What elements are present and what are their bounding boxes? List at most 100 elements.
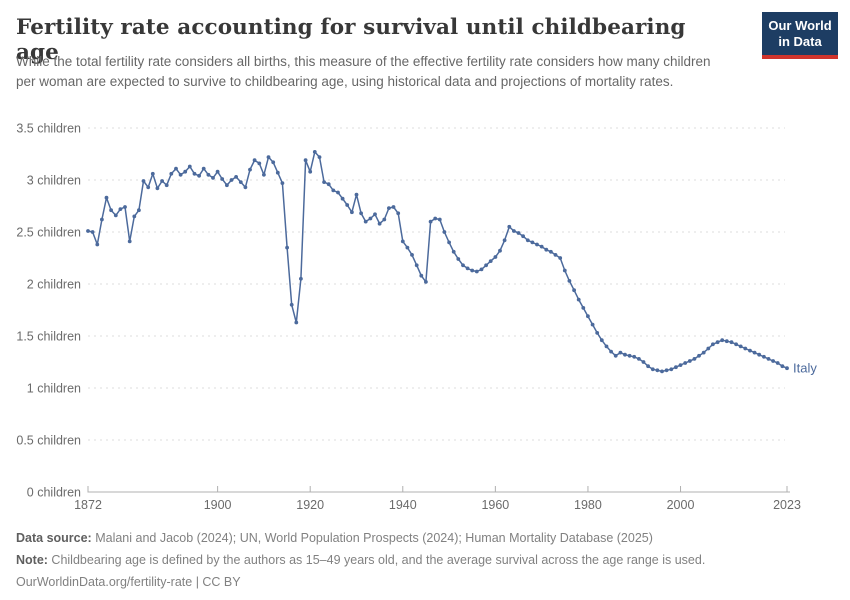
data-point <box>525 238 530 243</box>
data-point <box>192 171 197 176</box>
data-point <box>757 352 762 357</box>
y-tick-label: 0.5 children <box>16 434 81 448</box>
data-point <box>414 263 419 268</box>
tick-labels-group: 0 children 0.5 children 1 children 1.5 chil… <box>16 122 801 513</box>
data-point <box>766 357 771 361</box>
data-point <box>169 171 174 176</box>
data-point <box>289 302 294 307</box>
data-point <box>211 176 215 180</box>
data-point <box>646 364 650 369</box>
x-tick-label: 1900 <box>204 498 232 512</box>
data-source-label: Data source: <box>16 531 92 545</box>
owid-logo: Our World in Data <box>762 12 838 59</box>
x-tick-label: 1872 <box>74 498 102 512</box>
chart-subtitle: While the total fertility rate considers… <box>16 54 711 89</box>
data-point <box>308 169 313 174</box>
owid-logo-line1: Our World <box>768 18 832 33</box>
data-point <box>715 340 720 345</box>
owid-logo-line2: in Data <box>778 34 822 49</box>
data-point <box>567 279 572 283</box>
data-point <box>687 359 692 363</box>
data-point <box>95 242 100 247</box>
data-point <box>530 240 535 245</box>
data-point <box>660 369 664 374</box>
y-tick-label: 3 children <box>27 174 81 188</box>
data-point <box>299 276 303 281</box>
data-point <box>234 175 239 179</box>
data-point <box>86 229 90 233</box>
data-point <box>428 219 433 224</box>
data-point <box>752 350 757 355</box>
data-point <box>627 353 632 358</box>
data-point <box>785 366 789 371</box>
data-point <box>141 179 146 183</box>
data-point <box>400 239 405 244</box>
data-point <box>419 273 424 278</box>
data-point <box>618 350 623 355</box>
x-tick-label: 1980 <box>574 498 602 512</box>
data-point <box>100 217 104 222</box>
data-point <box>650 367 655 372</box>
data-point <box>771 359 775 363</box>
data-point <box>197 173 202 178</box>
data-point <box>493 255 498 259</box>
entity-label: Italy <box>793 361 817 376</box>
data-point <box>225 183 229 188</box>
data-point <box>252 158 257 163</box>
gridlines-group <box>88 127 785 441</box>
data-point <box>599 338 604 343</box>
x-tick-label: 2023 <box>773 498 801 512</box>
data-point <box>312 150 317 154</box>
data-point <box>326 182 331 187</box>
data-point <box>123 205 127 209</box>
data-point <box>762 354 766 359</box>
y-tick-label: 1.5 children <box>16 330 81 344</box>
data-point <box>539 244 544 249</box>
data-point <box>317 155 322 160</box>
data-point <box>488 259 493 263</box>
data-point <box>220 177 225 181</box>
data-point <box>150 171 155 176</box>
data-point <box>410 253 414 257</box>
data-point <box>187 164 192 169</box>
data-point <box>377 221 382 226</box>
data-point <box>442 230 447 234</box>
y-tick-label: 3.5 children <box>16 122 81 136</box>
data-point <box>516 231 521 235</box>
data-point <box>604 344 609 349</box>
data-point <box>280 181 285 186</box>
data-point <box>303 158 308 163</box>
data-point <box>678 363 683 367</box>
data-point <box>183 169 188 174</box>
data-point <box>285 245 289 250</box>
data-point <box>215 169 220 174</box>
data-point <box>775 361 780 365</box>
chart-footer: Data source: Malani and Jacob (2024); UN… <box>16 527 836 593</box>
data-point <box>391 205 396 209</box>
x-tick-label: 1940 <box>389 498 417 512</box>
data-point <box>178 172 183 177</box>
data-point <box>729 340 734 345</box>
data-point <box>405 245 410 250</box>
data-point <box>155 186 160 191</box>
data-point <box>562 268 567 273</box>
data-point <box>724 339 729 344</box>
data-point <box>595 331 600 335</box>
data-point <box>164 183 169 188</box>
data-point <box>373 212 377 217</box>
data-point <box>558 256 563 260</box>
data-point <box>586 314 590 319</box>
data-point <box>262 172 266 177</box>
data-point <box>706 346 711 351</box>
data-point <box>160 179 165 183</box>
data-point <box>507 224 512 229</box>
y-tick-label: 0 children <box>27 486 81 500</box>
data-point <box>90 230 95 234</box>
data-point <box>701 350 706 355</box>
data-point <box>465 266 470 271</box>
data-point <box>382 217 387 222</box>
data-point <box>433 216 438 221</box>
data-point <box>609 349 613 354</box>
